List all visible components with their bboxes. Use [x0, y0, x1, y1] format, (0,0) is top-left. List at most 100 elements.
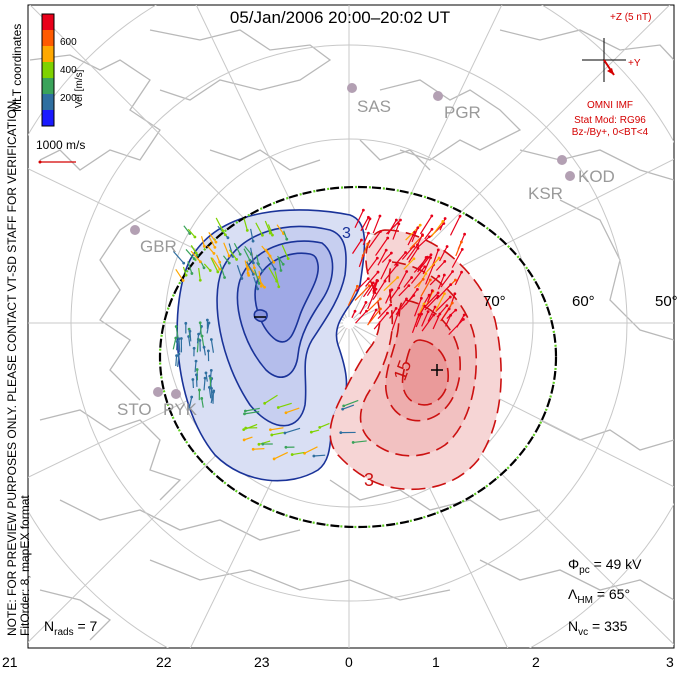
velocity-vector [425, 264, 435, 285]
hm-boundary [158, 185, 558, 529]
velocity-vector-origin [192, 346, 196, 350]
velocity-vector [375, 237, 389, 256]
velocity-vector [264, 394, 278, 404]
velocity-vector [190, 245, 197, 254]
velocity-vector-origin [445, 304, 449, 308]
velocity-vector [426, 257, 440, 273]
velocity-vector-origin [251, 447, 255, 451]
scale-vector-label: 1000 m/s [36, 138, 86, 152]
contour-label-3-positive: 3 [364, 470, 375, 490]
velocity-vector-origin [275, 279, 279, 283]
velocity-vector [201, 398, 204, 408]
velocity-vector [211, 257, 221, 270]
station-pyk: PYK [163, 400, 198, 419]
velocity-vector-origin [342, 404, 346, 408]
velocity-vector [436, 305, 448, 318]
velocity-vector-origin [454, 278, 457, 282]
velocity-vector-origin [198, 388, 201, 392]
velocity-vector [258, 440, 271, 445]
velocity-vector [353, 440, 367, 444]
colorbar-segment [42, 110, 54, 127]
velocity-vector-origin [407, 284, 411, 288]
velocity-vector-origin [284, 411, 288, 415]
velocity-vector-origin [416, 287, 419, 291]
velocity-vector-origin [272, 457, 276, 461]
mlt-tick-0: 0 [345, 654, 353, 670]
velocity-vector-origin [203, 376, 207, 380]
velocity-vector [172, 337, 177, 350]
velocity-vector [398, 285, 410, 297]
velocity-vector-origin [174, 336, 178, 340]
velocity-vector-origin [251, 272, 255, 276]
velocity-vector [435, 260, 446, 271]
velocity-vector [278, 257, 282, 271]
velocity-vector [393, 252, 407, 266]
velocity-vector-origin [271, 233, 274, 237]
velocity-vector [343, 399, 359, 407]
velocity-vector-origin [259, 284, 263, 288]
velocity-vector [210, 257, 219, 273]
velocity-vector-origin [283, 431, 287, 435]
velocity-vector [304, 446, 318, 454]
velocity-vector-origin [422, 302, 426, 306]
velocity-vector [420, 279, 431, 297]
velocity-vector [435, 296, 451, 312]
velocity-vector-origin [256, 287, 260, 291]
mlt-tick-2: 2 [532, 654, 540, 670]
velocity-vector-origin [419, 296, 423, 300]
velocity-vector [403, 258, 415, 270]
velocity-vector-origin [242, 428, 246, 432]
imf-condition: Bz-/By+, 0<BT<4 [571, 127, 649, 138]
velocity-vector [387, 219, 397, 235]
velocity-vector [195, 374, 198, 387]
velocity-vector [208, 237, 216, 248]
coordinate-system-label: MLT coordinates [10, 23, 24, 112]
velocity-vector [385, 219, 401, 235]
velocity-vector [267, 256, 276, 270]
velocity-vector-origin [436, 248, 440, 252]
velocity-vector [253, 276, 259, 290]
velocity-vector [430, 221, 444, 238]
velocity-vector-origin [371, 281, 375, 285]
velocity-vector [360, 217, 369, 232]
velocity-vector-origin [424, 256, 428, 259]
velocity-vector-origin [174, 325, 178, 328]
velocity-vector-origin [181, 279, 185, 282]
velocity-vector-origin [207, 321, 211, 325]
velocity-vector [427, 290, 433, 303]
velocity-vector [203, 263, 211, 271]
velocity-vector [245, 264, 249, 274]
velocity-vector-origin [257, 442, 261, 446]
radar-count: Nrads = 7 [44, 618, 98, 638]
velocity-vector [454, 271, 463, 286]
velocity-vector [417, 257, 427, 273]
velocity-vector-origin [423, 265, 427, 269]
velocity-vector [440, 271, 454, 288]
velocity-vector [253, 448, 265, 450]
velocity-vector [400, 295, 415, 310]
velocity-vector-origin [443, 259, 447, 263]
velocity-vector-origin [276, 406, 280, 409]
velocity-vector [416, 236, 430, 249]
velocity-vector-origin [460, 270, 463, 274]
velocity-vector-origin [449, 313, 453, 317]
velocity-vector [271, 432, 284, 436]
velocity-vector-origin [190, 272, 194, 275]
velocity-vector-origin [389, 251, 393, 255]
velocity-vector-origin [384, 248, 388, 252]
velocity-vector [281, 244, 289, 259]
velocity-vector-origin [261, 442, 265, 446]
velocity-vector [423, 292, 439, 308]
velocity-vector-origin [355, 284, 359, 288]
imf-source: OMNI IMF [586, 100, 634, 111]
velocity-vector-origin [426, 310, 430, 314]
velocity-vector-origin [248, 258, 252, 262]
velocity-vector [253, 269, 260, 284]
velocity-vector-origin [198, 321, 202, 325]
velocity-vector [194, 361, 197, 373]
velocity-vector-origin [462, 317, 465, 321]
velocity-vector [276, 224, 284, 234]
velocity-vector [439, 246, 448, 262]
velocity-vector [372, 215, 381, 234]
velocity-vector-origin [309, 430, 313, 434]
